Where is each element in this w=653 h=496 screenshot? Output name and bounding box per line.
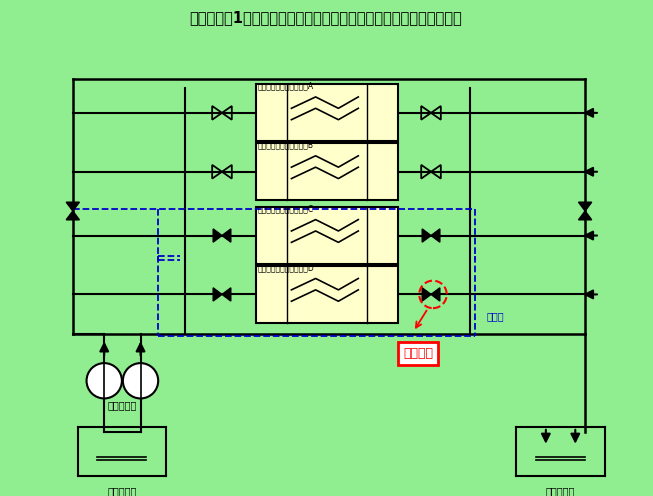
Text: 取水ビット: 取水ビット: [107, 486, 136, 496]
Text: 伊方発電所1号機　原子炉補機冷却水冷却器の冷却用海水系統概略図: 伊方発電所1号機 原子炉補機冷却水冷却器の冷却用海水系統概略図: [189, 10, 462, 25]
Text: 放水ビット: 放水ビット: [546, 486, 575, 496]
Circle shape: [123, 363, 158, 398]
Bar: [256, 143, 398, 200]
Polygon shape: [579, 202, 592, 211]
Circle shape: [87, 363, 122, 398]
Polygon shape: [66, 202, 80, 211]
Text: 原子炉補機冷却水冷却器B: 原子炉補機冷却水冷却器B: [258, 140, 314, 149]
Polygon shape: [213, 288, 222, 301]
Polygon shape: [222, 288, 231, 301]
Polygon shape: [422, 229, 431, 242]
Text: 原子炉補機冷却水冷却器D: 原子炉補機冷却水冷却器D: [258, 263, 315, 272]
Text: 原子炉補機冷却水冷却器C: 原子炉補機冷却水冷却器C: [258, 204, 314, 213]
Bar: [256, 266, 398, 323]
Polygon shape: [579, 211, 592, 220]
Text: 当該箇所: 当該箇所: [404, 347, 433, 360]
Polygon shape: [431, 229, 440, 242]
Text: 隔離中: 隔離中: [487, 311, 505, 321]
Text: 原子炉補機冷却水冷却器A: 原子炉補機冷却水冷却器A: [258, 81, 314, 90]
Polygon shape: [422, 288, 431, 301]
Polygon shape: [66, 211, 80, 220]
Bar: [256, 207, 398, 264]
Polygon shape: [213, 229, 222, 242]
Polygon shape: [222, 229, 231, 242]
Polygon shape: [431, 288, 440, 301]
Bar: [256, 84, 398, 141]
Text: 海水ポンプ: 海水ポンプ: [107, 400, 136, 410]
